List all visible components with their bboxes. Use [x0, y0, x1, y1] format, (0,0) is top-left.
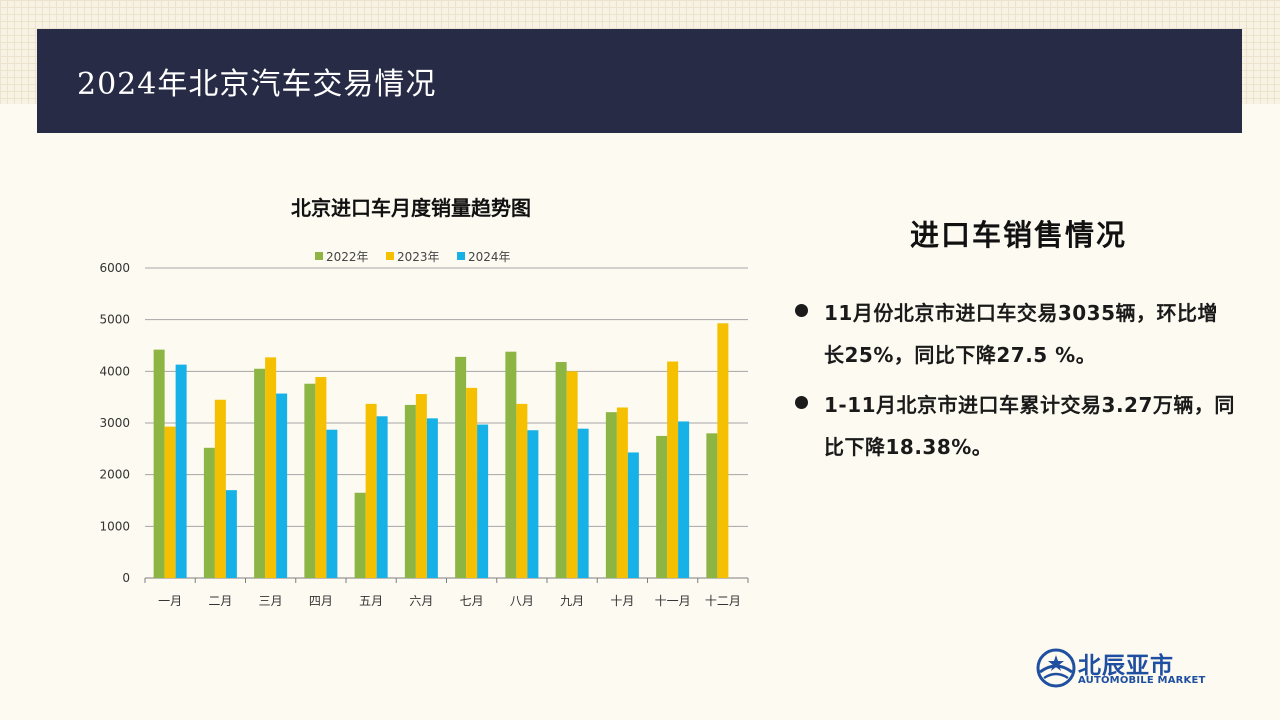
logo-subtitle: AUTOMOBILE MARKET	[1078, 675, 1206, 686]
bar	[505, 351, 517, 578]
bar	[527, 430, 539, 578]
logo-name: 北辰亚市	[1078, 653, 1174, 679]
bar	[225, 490, 237, 578]
title-banner: 2024年北京汽车交易情况	[37, 29, 1242, 133]
bar	[254, 368, 266, 578]
page-title: 2024年北京汽车交易情况	[77, 67, 437, 102]
bar	[466, 387, 478, 578]
bar	[415, 394, 427, 578]
bar	[605, 412, 617, 578]
bar	[153, 349, 165, 578]
x-tick-label: 三月	[259, 594, 283, 608]
x-tick-label: 四月	[309, 594, 333, 608]
x-tick-label: 七月	[460, 594, 484, 608]
bar	[516, 403, 528, 578]
bar	[376, 416, 388, 578]
summary-bullet-text: 1-11月北京市进口车累计交易3.27万辆，同比下降18.38%。	[824, 393, 1235, 459]
bar	[354, 492, 366, 578]
bar	[365, 403, 377, 578]
bar	[426, 418, 438, 578]
summary-bullet: 1-11月北京市进口车累计交易3.27万辆，同比下降18.38%。	[795, 384, 1235, 468]
bar	[566, 371, 578, 578]
bar	[667, 361, 679, 578]
globe-icon	[1036, 648, 1076, 688]
chart-title: 北京进口车月度销量趋势图	[291, 196, 531, 220]
bar	[656, 435, 668, 578]
x-tick-label: 六月	[409, 594, 433, 608]
bar	[276, 393, 288, 578]
bar	[455, 356, 467, 578]
y-tick-label: 5000	[99, 313, 130, 327]
bar	[555, 362, 567, 578]
bar	[706, 433, 718, 578]
bar	[627, 452, 639, 578]
bar	[203, 447, 215, 578]
bar	[616, 407, 628, 578]
bar	[717, 323, 729, 578]
company-logo: 北辰亚市 AUTOMOBILE MARKET	[1036, 646, 1211, 692]
legend-swatch	[315, 252, 323, 260]
x-axis: 一月 二月 三月 四月 五月 六月 七月 八月 九月 十月 十一月 十二月	[144, 578, 749, 608]
legend-label: 2022年	[326, 250, 369, 264]
bar	[678, 421, 690, 578]
x-tick-label: 二月	[208, 594, 232, 608]
x-tick-label: 十月	[610, 594, 634, 608]
y-tick-label: 3000	[99, 416, 130, 430]
bar-chart: 北京进口车月度销量趋势图 2022年 2023年 2024年 0 1000 2000 30…	[99, 196, 749, 608]
x-tick-label: 五月	[359, 594, 383, 608]
summary-title: 进口车销售情况	[910, 218, 1128, 252]
bar	[477, 424, 489, 578]
x-tick-label: 十二月	[705, 594, 741, 608]
x-tick-label: 九月	[560, 594, 584, 608]
bar	[326, 429, 338, 578]
x-tick-label: 一月	[158, 594, 182, 608]
bar	[304, 383, 316, 578]
legend-swatch	[386, 252, 394, 260]
bar	[404, 404, 416, 578]
bar	[315, 377, 327, 578]
y-tick-label: 6000	[99, 261, 130, 275]
y-tick-label: 2000	[99, 468, 130, 482]
y-tick-label: 1000	[99, 519, 130, 533]
bar	[577, 428, 589, 578]
y-tick-label: 4000	[99, 364, 130, 378]
bar	[265, 357, 277, 578]
bar	[175, 364, 187, 578]
x-tick-label: 十一月	[655, 594, 691, 608]
chart-bars	[153, 323, 729, 578]
summary-bullet: 11月份北京市进口车交易3035辆，环比增长25%，同比下降27.5 %。	[795, 292, 1235, 376]
y-tick-label: 0	[122, 571, 130, 585]
summary-bullets: 11月份北京市进口车交易3035辆，环比增长25%，同比下降27.5 %。 1-…	[795, 292, 1235, 476]
legend-label: 2024年	[468, 250, 511, 264]
chart-legend: 2022年 2023年 2024年	[315, 250, 511, 264]
bar	[214, 399, 226, 578]
legend-swatch	[457, 252, 465, 260]
y-axis: 0 1000 2000 3000 4000 5000 6000	[99, 261, 130, 585]
summary-bullet-text: 11月份北京市进口车交易3035辆，环比增长25%，同比下降27.5 %。	[824, 301, 1218, 367]
x-tick-label: 八月	[510, 594, 534, 608]
bar	[164, 426, 176, 578]
legend-label: 2023年	[397, 250, 440, 264]
